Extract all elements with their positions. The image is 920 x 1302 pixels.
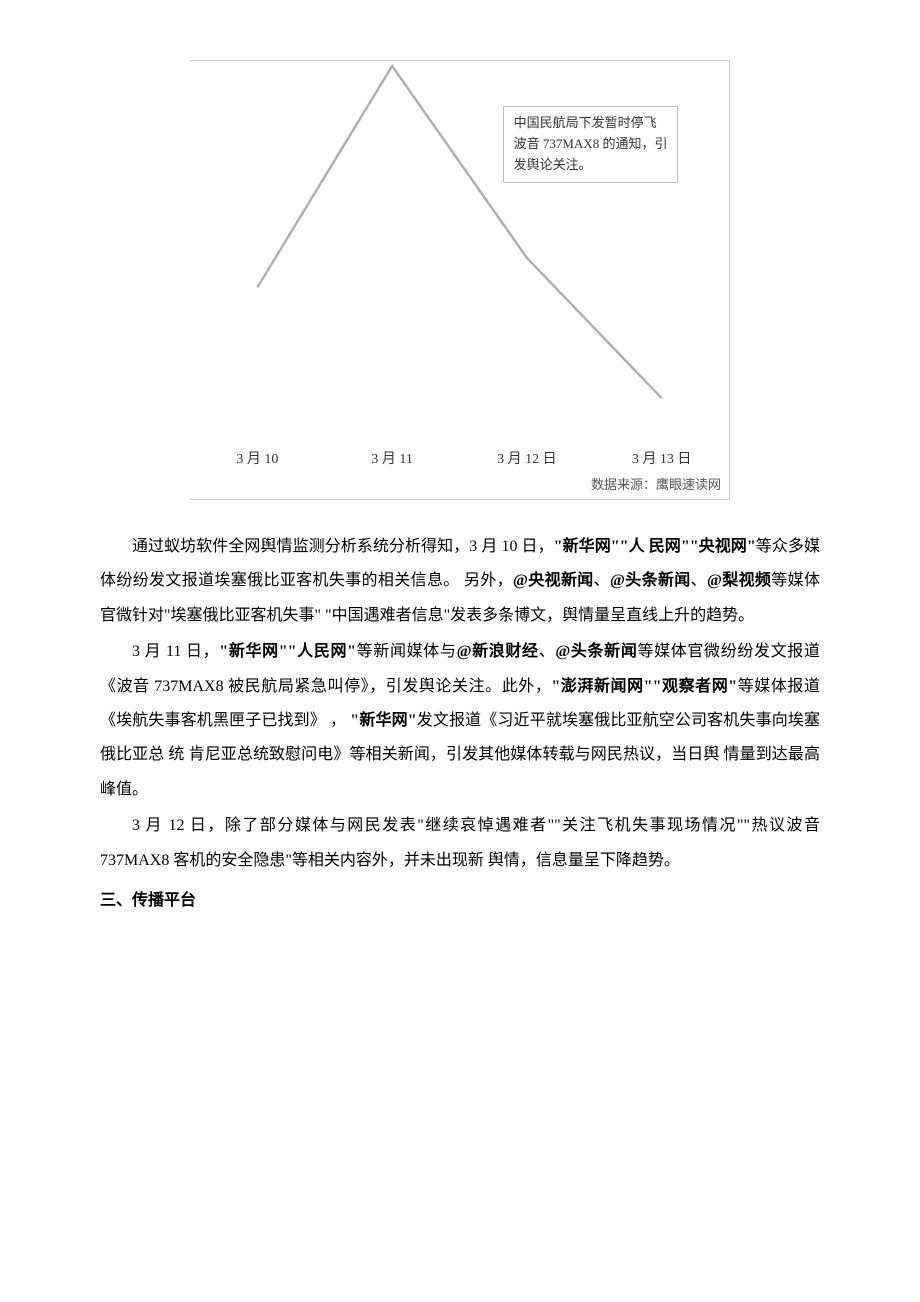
paragraph-2: 3 月 11 日，"新华网""人民网"等新闻媒体与@新浪财经、@头条新闻等媒体官… bbox=[100, 635, 820, 807]
text: 等新闻媒体与 bbox=[356, 643, 457, 660]
text: 、 bbox=[539, 643, 556, 660]
media-handle: @梨视频 bbox=[707, 572, 771, 589]
media-handle: @头条新闻 bbox=[555, 643, 637, 660]
paragraph-3: 3 月 12 日，除了部分媒体与网民发表"继续哀悼遇难者""关注飞机失事现场情况… bbox=[100, 809, 820, 878]
media-name: "新华网""人 民网""央视网" bbox=[554, 538, 756, 555]
paragraph-1: 通过蚁坊软件全网舆情监测分析系统分析得知，3 月 10 日，"新华网""人 民网… bbox=[100, 530, 820, 633]
text: 、 bbox=[691, 572, 707, 589]
section-heading: 三、传播平台 bbox=[100, 884, 820, 918]
x-tick: 3 月 11 bbox=[325, 448, 460, 468]
chart-annotation-box: 中国民航局下发暂时停飞波音 737MAX8 的通知，引发舆论关注。 bbox=[503, 106, 679, 182]
x-tick: 3 月 10 bbox=[190, 448, 325, 468]
x-tick: 3 月 12 日 bbox=[460, 448, 595, 468]
media-handle: @头条新闻 bbox=[610, 572, 691, 589]
chart-plot-area: 中国民航局下发暂时停飞波音 737MAX8 的通知，引发舆论关注。 bbox=[190, 60, 730, 440]
article-body: 通过蚁坊软件全网舆情监测分析系统分析得知，3 月 10 日，"新华网""人 民网… bbox=[100, 530, 820, 918]
media-name: "新华网""人民网" bbox=[219, 643, 356, 660]
text: 3 月 11 日， bbox=[132, 643, 219, 660]
text: 通过蚁坊软件全网舆情监测分析系统分析得知，3 月 10 日， bbox=[132, 538, 554, 555]
media-handle: @央视新闻 bbox=[513, 572, 594, 589]
chart-x-axis: 3 月 10 3 月 11 3 月 12 日 3 月 13 日 bbox=[190, 440, 730, 472]
media-handle: @新浪财经 bbox=[457, 643, 539, 660]
x-tick: 3 月 13 日 bbox=[594, 448, 729, 468]
text: 3 月 12 日，除了部分媒体与网民发表"继续哀悼遇难者""关注飞机失事现场情况… bbox=[100, 817, 820, 868]
chart-source-label: 数据来源：鹰眼速读网 bbox=[190, 472, 730, 500]
text: 、 bbox=[594, 572, 610, 589]
trend-chart: 中国民航局下发暂时停飞波音 737MAX8 的通知，引发舆论关注。 3 月 10… bbox=[190, 60, 730, 500]
media-name: "澎湃新闻网""观察者网" bbox=[551, 678, 737, 695]
media-name: "新华网" bbox=[350, 712, 416, 729]
